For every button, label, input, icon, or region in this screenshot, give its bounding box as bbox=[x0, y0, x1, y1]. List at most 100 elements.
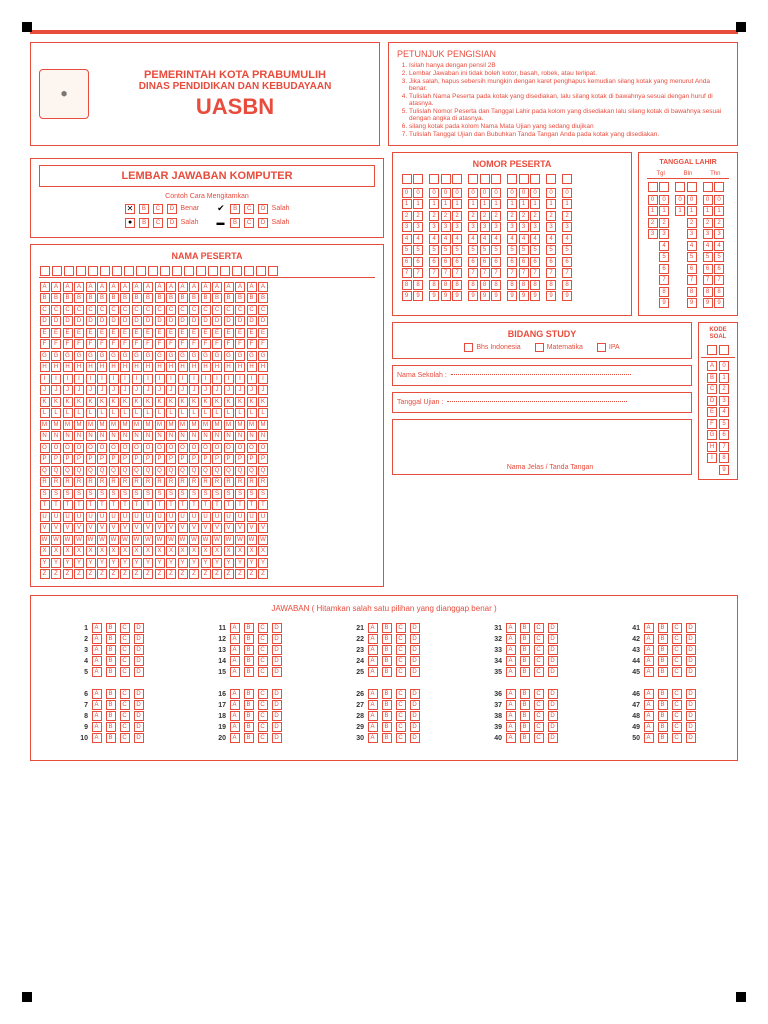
bubble[interactable]: M bbox=[63, 420, 73, 430]
bubble[interactable]: Z bbox=[166, 569, 176, 579]
bubble[interactable]: C bbox=[258, 634, 268, 644]
bubble[interactable]: J bbox=[235, 385, 245, 395]
bubble[interactable]: 2 bbox=[687, 218, 697, 228]
bubble[interactable]: P bbox=[109, 454, 119, 464]
bubble[interactable]: B bbox=[382, 667, 392, 677]
bubble[interactable]: 1 bbox=[530, 199, 540, 209]
bubble[interactable]: 0 bbox=[507, 188, 517, 198]
bubble[interactable]: J bbox=[189, 385, 199, 395]
bubble[interactable]: D bbox=[548, 667, 558, 677]
bubble[interactable]: C bbox=[40, 305, 50, 315]
bubble[interactable]: N bbox=[189, 431, 199, 441]
bubble[interactable]: A bbox=[92, 722, 102, 732]
bubble[interactable]: A bbox=[258, 282, 268, 292]
bubble[interactable]: 6 bbox=[507, 257, 517, 267]
bubble[interactable]: V bbox=[86, 523, 96, 533]
bubble[interactable]: D bbox=[201, 316, 211, 326]
bubble[interactable]: A bbox=[97, 282, 107, 292]
bubble[interactable]: N bbox=[247, 431, 257, 441]
bubble[interactable]: W bbox=[224, 535, 234, 545]
bubble[interactable]: C bbox=[534, 711, 544, 721]
bubble[interactable]: J bbox=[155, 385, 165, 395]
bubble[interactable]: N bbox=[51, 431, 61, 441]
bubble[interactable]: C bbox=[120, 689, 130, 699]
bubble[interactable]: X bbox=[143, 546, 153, 556]
bubble[interactable]: J bbox=[40, 385, 50, 395]
bubble[interactable]: B bbox=[74, 293, 84, 303]
bubble[interactable]: T bbox=[109, 500, 119, 510]
bubble[interactable]: V bbox=[166, 523, 176, 533]
bubble[interactable]: I bbox=[109, 374, 119, 384]
bubble[interactable]: G bbox=[143, 351, 153, 361]
bubble[interactable]: K bbox=[86, 397, 96, 407]
bubble[interactable]: B bbox=[658, 623, 668, 633]
bubble[interactable]: 7 bbox=[429, 268, 439, 278]
bubble[interactable]: V bbox=[235, 523, 245, 533]
bubble[interactable]: W bbox=[247, 535, 257, 545]
bubble[interactable]: G bbox=[63, 351, 73, 361]
bubble[interactable]: O bbox=[212, 443, 222, 453]
bubble[interactable]: W bbox=[178, 535, 188, 545]
bubble[interactable]: Y bbox=[120, 558, 130, 568]
bubble[interactable]: R bbox=[224, 477, 234, 487]
bubble[interactable]: C bbox=[120, 305, 130, 315]
bubble[interactable]: U bbox=[97, 512, 107, 522]
bubble[interactable]: N bbox=[235, 431, 245, 441]
bubble[interactable]: R bbox=[235, 477, 245, 487]
bubble[interactable]: 2 bbox=[519, 211, 529, 221]
bubble[interactable]: E bbox=[201, 328, 211, 338]
bubble[interactable]: O bbox=[235, 443, 245, 453]
bubble[interactable]: C bbox=[672, 623, 682, 633]
bubble[interactable]: 7 bbox=[530, 268, 540, 278]
bubble[interactable]: D bbox=[189, 316, 199, 326]
bubble[interactable]: U bbox=[63, 512, 73, 522]
bubble[interactable]: C bbox=[178, 305, 188, 315]
bubble[interactable]: 6 bbox=[546, 257, 556, 267]
bubble[interactable]: M bbox=[247, 420, 257, 430]
bubble[interactable]: O bbox=[166, 443, 176, 453]
bubble[interactable]: 2 bbox=[546, 211, 556, 221]
bubble[interactable]: 9 bbox=[703, 298, 713, 308]
bubble[interactable]: A bbox=[74, 282, 84, 292]
bubble[interactable]: C bbox=[534, 733, 544, 743]
bubble[interactable]: M bbox=[178, 420, 188, 430]
bubble[interactable]: I bbox=[143, 374, 153, 384]
bubble[interactable]: A bbox=[506, 645, 516, 655]
bubble[interactable]: U bbox=[74, 512, 84, 522]
bubble[interactable]: C bbox=[672, 700, 682, 710]
bubble[interactable]: 0 bbox=[562, 188, 572, 198]
bubble[interactable]: 5 bbox=[530, 245, 540, 255]
bubble[interactable]: C bbox=[86, 305, 96, 315]
bubble[interactable]: C bbox=[120, 722, 130, 732]
bubble[interactable]: N bbox=[258, 431, 268, 441]
bubble[interactable]: E bbox=[707, 407, 717, 417]
bubble[interactable]: C bbox=[74, 305, 84, 315]
bubble[interactable]: 3 bbox=[429, 222, 439, 232]
bubble[interactable]: D bbox=[134, 645, 144, 655]
bubble[interactable]: 6 bbox=[519, 257, 529, 267]
bubble[interactable]: 0 bbox=[402, 188, 412, 198]
bubble[interactable]: T bbox=[132, 500, 142, 510]
bubble[interactable]: 1 bbox=[429, 199, 439, 209]
bubble[interactable]: P bbox=[74, 454, 84, 464]
bubble[interactable]: I bbox=[224, 374, 234, 384]
bubble[interactable]: 8 bbox=[703, 287, 713, 297]
bubble[interactable]: K bbox=[212, 397, 222, 407]
bubble[interactable]: D bbox=[548, 733, 558, 743]
bubble[interactable]: N bbox=[109, 431, 119, 441]
bubble[interactable]: 3 bbox=[562, 222, 572, 232]
bubble[interactable]: H bbox=[86, 362, 96, 372]
bubble[interactable]: F bbox=[74, 339, 84, 349]
bubble[interactable]: W bbox=[166, 535, 176, 545]
bubble[interactable]: D bbox=[86, 316, 96, 326]
bubble[interactable]: D bbox=[686, 689, 696, 699]
bubble[interactable]: L bbox=[51, 408, 61, 418]
bubble[interactable]: B bbox=[106, 634, 116, 644]
bubble[interactable]: R bbox=[40, 477, 50, 487]
bubble[interactable]: 0 bbox=[546, 188, 556, 198]
bubble[interactable]: V bbox=[155, 523, 165, 533]
bubble[interactable]: A bbox=[92, 634, 102, 644]
bubble[interactable]: L bbox=[189, 408, 199, 418]
bubble[interactable]: V bbox=[178, 523, 188, 533]
bubble[interactable]: X bbox=[155, 546, 165, 556]
